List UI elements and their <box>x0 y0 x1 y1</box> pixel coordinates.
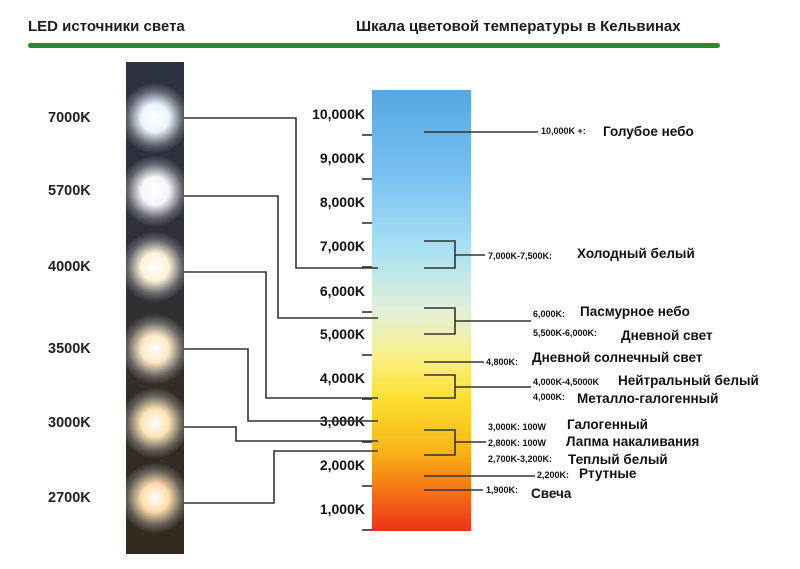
bracket-overcast <box>424 307 456 335</box>
color-temperature-scale-title: Шкала цветовой температуры в Кельвинах <box>356 18 681 35</box>
led-glow-3 <box>120 314 190 384</box>
scale-tick-label-5: 5,000K <box>319 326 365 342</box>
annotation-name-8: Лапма накаливания <box>566 434 700 449</box>
annotation-range-0: 10,000K +: <box>541 126 586 136</box>
annotation-range-8: 2,800K: 100W <box>488 438 547 448</box>
led-label-3: 3500K <box>48 341 91 357</box>
scale-tick-label-4: 6,000K <box>319 283 365 299</box>
led-strip <box>120 62 190 554</box>
connector-3500k <box>184 348 378 422</box>
annotation-range-7: 3,000K: 100W <box>488 422 547 432</box>
annotation-name-11: Свеча <box>531 486 572 501</box>
annotation-name-4: Дневной солнечный свет <box>532 350 703 365</box>
scale-tick-label-3: 7,000K <box>319 238 365 254</box>
scale-tick-label-6: 4,000K <box>319 370 365 386</box>
led-label-2: 4000K <box>48 259 91 275</box>
annotation-name-5: Нейтральный белый <box>618 373 759 388</box>
bracket-halogen <box>424 429 456 456</box>
led-glow-2 <box>120 232 190 302</box>
bracket-cool-white <box>424 240 456 269</box>
connector-3000k <box>184 426 378 442</box>
header-divider <box>28 43 720 48</box>
led-glow-4 <box>120 388 190 458</box>
annotation-range-3: 5,500K-6,000K: <box>533 328 598 338</box>
scale-tick-label-9: 1,000K <box>319 501 365 517</box>
connector-2700k <box>184 450 378 504</box>
annotation-range-5: 4,000K-4,5000K <box>533 377 600 387</box>
annotation-name-9: Теплый белый <box>568 452 668 467</box>
led-glow-5 <box>120 463 190 533</box>
annotation-range-11: 1,900K: <box>486 485 519 495</box>
annotation-range-4: 4,800K: <box>486 357 519 367</box>
annotation-name-3: Дневной свет <box>621 328 713 343</box>
annotation-name-0: Голубое небо <box>603 124 694 139</box>
scale-tick-label-0: 10,000K <box>312 106 365 122</box>
annotation-name-6: Металло-галогенный <box>577 391 719 406</box>
annotation-name-2: Пасмурное небо <box>580 304 690 319</box>
annotation-name-7: Галогенный <box>567 417 648 432</box>
led-label-4: 3000K <box>48 415 91 431</box>
annotation-name-1: Холодный белый <box>577 246 695 261</box>
scale-tick-label-1: 9,000K <box>319 150 365 166</box>
scale-tick-label-8: 2,000K <box>319 457 365 473</box>
annotation-range-6: 4,000K: <box>533 392 566 402</box>
connector-4000k <box>184 271 378 399</box>
annotation-range-2: 6,000K: <box>533 309 566 319</box>
annotation-range-1: 7,000K-7,500K: <box>488 251 553 261</box>
bracket-neutral <box>424 374 456 399</box>
led-sources-title: LED источники света <box>28 18 185 35</box>
connector-7000k <box>184 117 378 269</box>
scale-tick-label-2: 8,000K <box>319 194 365 210</box>
led-label-5: 2700K <box>48 490 91 506</box>
annotation-range-10: 2,200K: <box>537 470 570 480</box>
led-glow-1 <box>120 156 190 226</box>
led-glow-0 <box>120 83 190 153</box>
annotation-range-9: 2,700K-3,200K: <box>488 454 553 464</box>
connector-5700k <box>184 195 378 319</box>
led-label-0: 7000K <box>48 110 91 126</box>
annotation-name-10: Ртутные <box>579 466 637 481</box>
led-label-1: 5700K <box>48 183 91 199</box>
